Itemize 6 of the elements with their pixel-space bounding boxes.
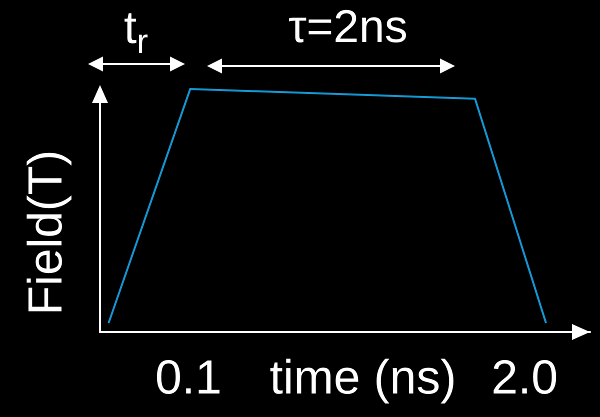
- x-tick-label: 2.0: [491, 352, 558, 404]
- x-axis-title: time (ns): [270, 352, 456, 404]
- y-axis-title: Field(T): [20, 150, 72, 316]
- x-tick-label: 0.1: [155, 352, 222, 404]
- text: τ=2ns: [288, 0, 408, 52]
- text: t$_{r}$: [124, 1, 148, 62]
